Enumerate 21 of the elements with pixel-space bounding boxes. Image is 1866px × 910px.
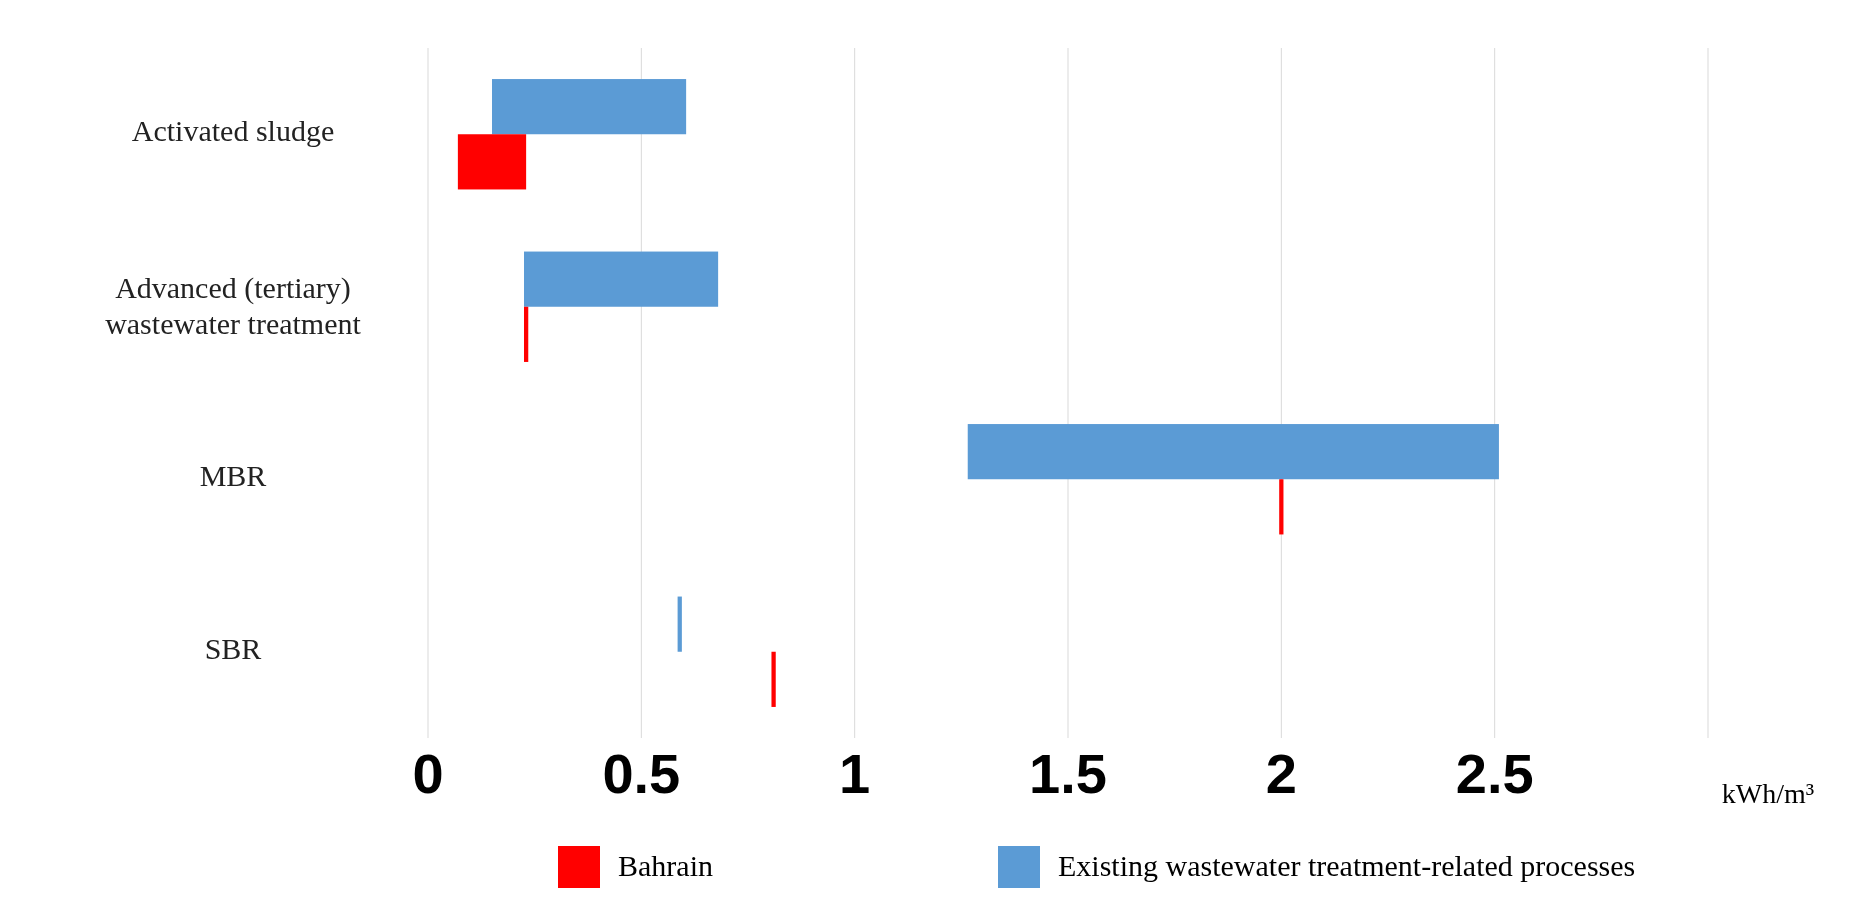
x-tick-label: 0.5 bbox=[602, 742, 681, 805]
x-tick-label: 1 bbox=[839, 742, 871, 805]
bar bbox=[677, 596, 682, 652]
y-tick-label: SBR bbox=[204, 631, 262, 665]
x-tick-label: 1.5 bbox=[1029, 742, 1107, 805]
x-tick-label: 2.5 bbox=[1455, 742, 1534, 805]
bar bbox=[524, 251, 719, 307]
x-axis-title: kWh/m³ bbox=[1721, 778, 1815, 809]
y-tick-label: MBR bbox=[199, 459, 267, 493]
legend-label: Bahrain bbox=[618, 849, 713, 882]
y-tick-label: Activated sludge bbox=[131, 114, 335, 148]
bar bbox=[771, 651, 776, 707]
x-tick-label: 0 bbox=[412, 742, 444, 805]
y-tick-label: Advanced (tertiary) wastewater treatment bbox=[105, 270, 362, 340]
bar bbox=[524, 306, 529, 362]
bar bbox=[1279, 479, 1284, 535]
bar bbox=[457, 134, 527, 190]
bar bbox=[492, 79, 687, 135]
x-tick-label: 2 bbox=[1265, 742, 1297, 805]
bar bbox=[967, 424, 1499, 480]
legend-label: Existing wastewater treatment-related processes bbox=[1058, 849, 1636, 882]
